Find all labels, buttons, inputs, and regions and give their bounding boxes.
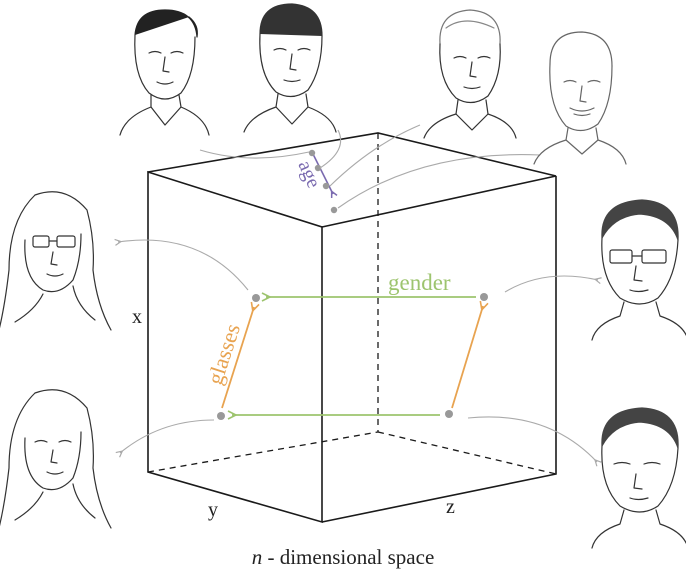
man-face	[591, 407, 686, 549]
cube-hidden-edge-left	[147, 431, 379, 473]
axis-label-y: y	[208, 499, 218, 521]
age-arrow	[311, 151, 333, 194]
connector-man	[467, 416, 597, 462]
gender-label: gender	[388, 270, 451, 295]
axis-label-x: x	[132, 306, 142, 328]
cube-hidden-edge-right	[377, 431, 557, 475]
connector-young-man	[199, 149, 310, 159]
point-age-2	[314, 164, 322, 172]
elderly-man-face	[533, 31, 627, 165]
man-with-glasses-face	[591, 199, 686, 341]
connector-adult-man	[319, 129, 342, 169]
woman-with-glasses-face	[0, 191, 112, 331]
young-man-face	[119, 9, 210, 136]
cube	[147, 132, 557, 524]
point-age-4	[330, 206, 338, 214]
embedding-points	[217, 149, 488, 420]
connector-elderly-man	[337, 154, 541, 209]
cube-right-face	[321, 176, 557, 523]
axis-label-z: z	[446, 496, 455, 518]
connector-woman-glasses	[118, 240, 249, 291]
woman-face	[0, 389, 112, 529]
connector-middle-aged-man	[329, 124, 421, 187]
connector-curves	[118, 124, 598, 462]
point-woman	[217, 412, 225, 420]
adult-man-face	[243, 3, 337, 133]
caption-text: - dimensional space	[262, 545, 435, 569]
point-man	[445, 410, 453, 418]
cube-top-face	[147, 132, 557, 228]
caption: n - dimensional space	[0, 545, 686, 570]
glasses-arrow-left	[221, 307, 254, 409]
age-label: age	[293, 157, 324, 191]
connector-man-glasses	[504, 275, 598, 293]
middle-aged-man-face	[423, 9, 517, 139]
point-age-3	[322, 182, 330, 190]
point-woman-glasses	[252, 294, 260, 302]
glasses-arrow-right	[451, 306, 483, 409]
connector-woman	[120, 419, 215, 453]
point-man-glasses	[480, 293, 488, 301]
caption-n: n	[251, 545, 263, 569]
point-age-1	[308, 149, 316, 157]
